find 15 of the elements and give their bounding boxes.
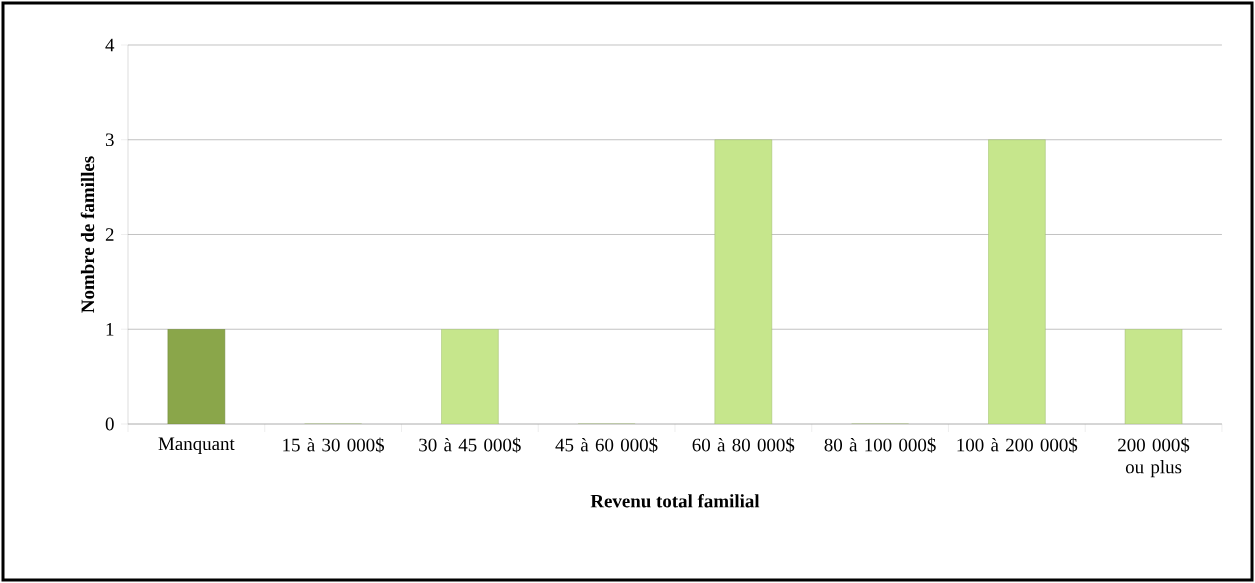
y-tick-label: 2 (105, 228, 114, 241)
y-tick-label: 1 (106, 323, 114, 336)
x-tick-label: 60 à 80 000$ (692, 437, 795, 453)
x-tick-label: 30 à 45 000$ (419, 437, 521, 453)
x-tick-label: 15 à 30 000$ (283, 437, 385, 453)
x-axis-title: Revenu total familial (590, 493, 760, 508)
y-tick-label: 0 (105, 417, 114, 431)
x-tick-label: 45 à 60 000$ (555, 437, 658, 453)
y-axis-title: Nombre de familles (80, 156, 95, 313)
y-tick-label: 4 (105, 38, 115, 52)
x-tick-label: 100 à 200 000$ (957, 437, 1078, 453)
x-tick-label: 200 000$ ou plus (1118, 437, 1190, 478)
x-tick-label: 80 à 100 000$ (824, 437, 936, 453)
y-tick-label: 3 (105, 133, 114, 147)
x-tick-label: Manquant (158, 437, 235, 454)
